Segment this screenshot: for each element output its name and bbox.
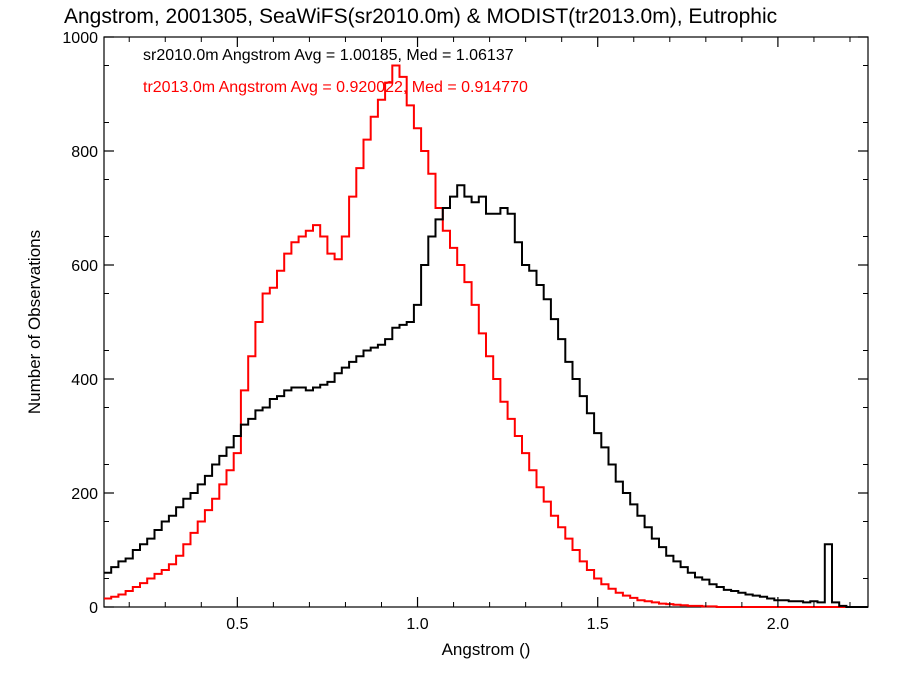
y-tick-label: 400 [71, 372, 98, 389]
y-tick-label: 800 [71, 144, 98, 161]
y-tick-label: 1000 [62, 30, 98, 47]
x-axis-label: Angstrom () [442, 640, 531, 659]
plot-area: 0.5 1.0 1.5 2.0 0 200 400 600 800 1000 [62, 30, 869, 633]
y-tick-label: 600 [71, 258, 98, 275]
annotation-black-stats: sr2010.0m Angstrom Avg = 1.00185, Med = … [143, 47, 514, 64]
annotation-red-stats: tr2013.0m Angstrom Avg = 0.920022, Med =… [143, 79, 528, 96]
histogram-red-series [104, 64, 868, 608]
x-tick-label: 2.0 [767, 616, 789, 633]
y-tick-label: 200 [71, 486, 98, 503]
x-tick-label: 0.5 [226, 616, 248, 633]
series-layer [104, 64, 868, 608]
x-tick-label: 1.0 [406, 616, 428, 633]
chart-title: Angstrom, 2001305, SeaWiFS(sr2010.0m) & … [64, 5, 777, 28]
y-axis-label: Number of Observations [25, 230, 44, 414]
plot-frame [103, 36, 869, 608]
y-tick-label: 0 [89, 600, 98, 617]
tick-layer: 0.5 1.0 1.5 2.0 0 200 400 600 800 1000 [62, 30, 868, 633]
histogram-black-series [104, 184, 868, 608]
x-tick-label: 1.5 [587, 616, 609, 633]
